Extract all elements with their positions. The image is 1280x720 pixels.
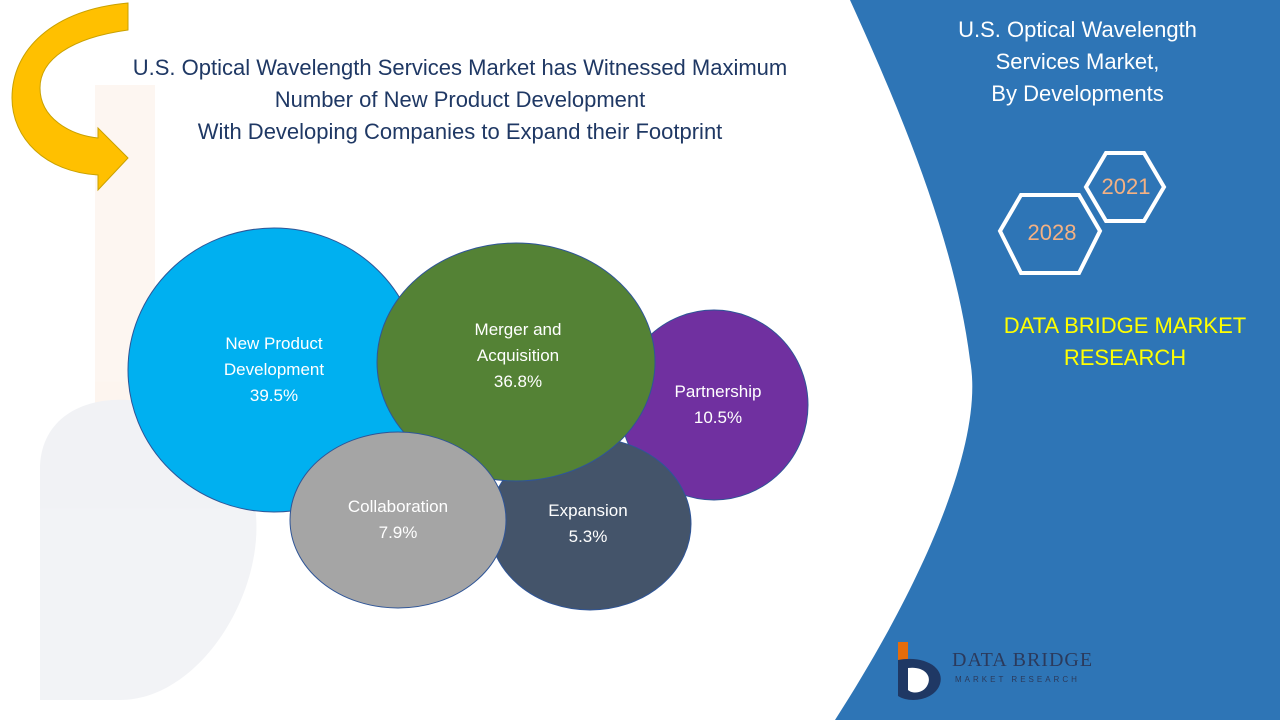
segment-label: Partnership xyxy=(674,382,762,401)
bubble-merger-acquisition xyxy=(376,242,656,482)
segment-label-line-1: New Product xyxy=(225,334,323,353)
segment-value: 7.9% xyxy=(378,523,418,542)
headline: U.S. Optical Wavelength Services Market … xyxy=(70,52,850,148)
segment-label-line-1: Merger and xyxy=(474,320,562,339)
year-start: 2021 xyxy=(1102,174,1151,199)
segment-label-line-2: Acquisition xyxy=(476,346,560,365)
segment-value: 39.5% xyxy=(249,386,299,405)
headline-line-3: With Developing Companies to Expand thei… xyxy=(197,119,723,144)
segment-value: 10.5% xyxy=(693,408,743,427)
side-title-line-1: U.S. Optical Wavelength xyxy=(958,17,1197,42)
segment-label: Expansion xyxy=(548,501,628,520)
label-merger-acquisition: Merger and Acquisition 36.8% xyxy=(438,317,598,395)
label-new-product-development: New Product Development 39.5% xyxy=(194,331,354,409)
brand-line-2: RESEARCH xyxy=(1063,345,1187,370)
year-end: 2028 xyxy=(1028,220,1077,245)
label-collaboration: Collaboration 7.9% xyxy=(318,494,478,546)
side-title-line-2: Services Market, xyxy=(995,49,1160,74)
segment-label-line-2: Development xyxy=(223,360,325,379)
hexagon-2028 xyxy=(997,193,1103,275)
hexagon-2021 xyxy=(1083,151,1167,223)
side-panel-background xyxy=(835,0,1280,720)
headline-line-2: Number of New Product Development xyxy=(274,87,646,112)
logo-tagline: MARKET RESEARCH xyxy=(955,675,1080,684)
logo-name: DATA BRIDGE xyxy=(952,649,1094,671)
segment-label: Collaboration xyxy=(347,497,449,516)
bubble-collaboration xyxy=(289,431,507,609)
curved-arrow-icon xyxy=(11,2,129,192)
bubble-chart xyxy=(127,227,809,611)
brand-name: DATA BRIDGE MARKET RESEARCH xyxy=(960,310,1280,374)
side-panel-title: U.S. Optical Wavelength Services Market,… xyxy=(905,14,1250,110)
side-title-line-3: By Developments xyxy=(991,81,1164,106)
headline-line-1: U.S. Optical Wavelength Services Market … xyxy=(132,55,788,80)
segment-value: 36.8% xyxy=(493,372,543,391)
brand-line-1: DATA BRIDGE MARKET xyxy=(1003,313,1247,338)
data-bridge-logo-icon xyxy=(898,642,941,700)
label-expansion: Expansion 5.3% xyxy=(518,498,658,550)
label-partnership: Partnership 10.5% xyxy=(648,379,788,431)
segment-value: 5.3% xyxy=(568,527,608,546)
